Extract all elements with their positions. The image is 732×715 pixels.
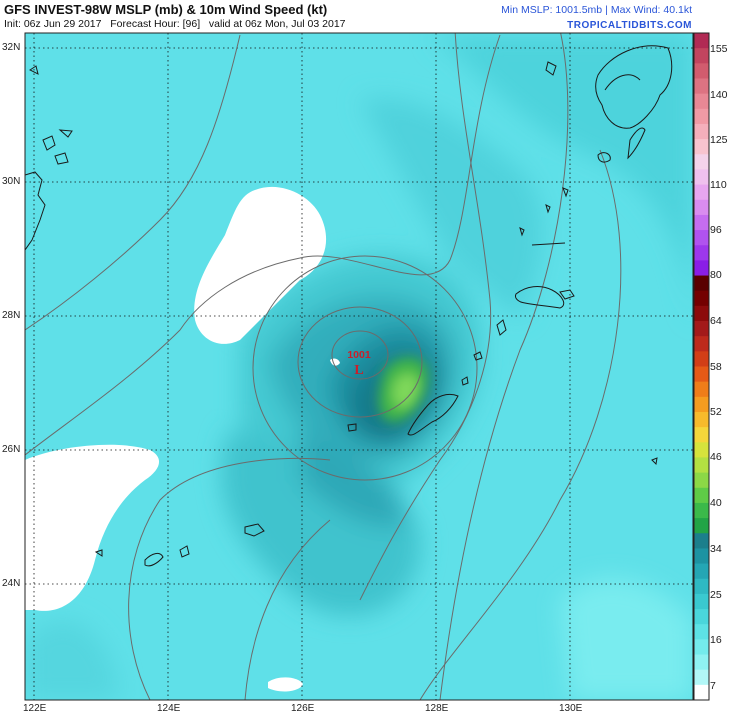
colorbar-segment	[694, 321, 709, 337]
min-mslp: Min MSLP: 1001.5mb	[501, 4, 603, 16]
wind-speed-colorbar	[694, 33, 709, 701]
lat-label-30n: 30N	[2, 176, 21, 187]
valid-time: valid at 06z Mon, Jul 03 2017	[208, 18, 346, 30]
cbar-label-64: 64	[710, 315, 722, 327]
colorbar-segment	[694, 381, 709, 398]
colorbar-segment	[694, 654, 709, 671]
colorbar-segment	[694, 366, 709, 383]
colorbar-segment	[694, 123, 709, 140]
colorbar-segment	[694, 245, 709, 261]
cbar-label-7: 7	[710, 680, 716, 692]
colorbar-segment	[694, 396, 709, 413]
colorbar-segment	[694, 609, 709, 625]
colorbar-segment	[694, 351, 709, 368]
colorbar-segment	[694, 93, 709, 110]
colorbar-segment	[694, 260, 709, 277]
colorbar-segment	[694, 457, 709, 474]
colorbar-segment	[694, 533, 709, 550]
colorbar-segment	[694, 427, 709, 443]
colorbar-segment	[694, 624, 709, 640]
colorbar-segment	[694, 518, 709, 534]
lon-label-130e: 130E	[559, 703, 583, 714]
cbar-label-58: 58	[710, 361, 722, 373]
colorbar-segment	[694, 442, 709, 459]
colorbar-segment	[694, 63, 709, 80]
colorbar-segment	[694, 199, 709, 216]
low-wind-areas	[25, 186, 340, 692]
colorbar-segment	[694, 548, 709, 565]
init-time: Init: 06z Jun 29 2017	[4, 18, 102, 30]
storm-stats: Min MSLP: 1001.5mb | Max Wind: 40.1kt	[501, 3, 692, 18]
colorbar-segment	[694, 48, 709, 64]
brand-watermark: TROPICALTIDBITS.COM	[567, 20, 692, 31]
lon-label-124e: 124E	[157, 703, 181, 714]
colorbar-segment	[694, 108, 709, 125]
low-symbol: L	[354, 363, 363, 378]
lat-label-32n: 32N	[2, 42, 21, 53]
cbar-label-80: 80	[710, 269, 722, 281]
colorbar-segment	[694, 684, 709, 701]
chart-title: GFS INVEST-98W MSLP (mb) & 10m Wind Spee…	[4, 2, 328, 17]
lat-label-24n: 24N	[2, 578, 21, 589]
colorbar-segment	[694, 336, 709, 352]
isobars	[25, 33, 622, 700]
cbar-label-46: 46	[710, 451, 722, 463]
forecast-hour: Forecast Hour: [96]	[110, 18, 201, 30]
colorbar-segment	[694, 139, 709, 155]
cbar-label-96: 96	[710, 224, 722, 236]
colorbar-segment	[694, 472, 709, 489]
cbar-label-34: 34	[710, 543, 722, 555]
colorbar-segment	[694, 33, 709, 49]
max-wind: Max Wind: 40.1kt	[610, 4, 692, 16]
colorbar-segment	[694, 230, 709, 246]
stats-separator: |	[605, 4, 608, 16]
cbar-label-155: 155	[710, 43, 728, 55]
lat-lon-grid	[25, 33, 693, 700]
colorbar-segment	[694, 669, 709, 686]
lon-label-122e: 122E	[23, 703, 47, 714]
colorbar-segment	[694, 593, 709, 610]
colorbar-segment	[694, 184, 709, 201]
lat-label-26n: 26N	[2, 444, 21, 455]
cbar-label-40: 40	[710, 497, 722, 509]
lon-label-126e: 126E	[291, 703, 315, 714]
low-pressure-value: 1001	[347, 349, 371, 361]
colorbar-segment	[694, 639, 709, 656]
colorbar-segment	[694, 563, 709, 580]
run-info: Init: 06z Jun 29 2017 Forecast Hour: [96…	[4, 17, 346, 32]
colorbar-segment	[694, 275, 709, 292]
cbar-label-16: 16	[710, 634, 722, 646]
colorbar-segment	[694, 305, 709, 322]
cbar-label-125: 125	[710, 134, 728, 146]
colorbar-segment	[694, 169, 709, 186]
cbar-label-110: 110	[710, 179, 727, 191]
coastlines	[25, 45, 673, 567]
colorbar-segment	[694, 578, 709, 595]
cbar-label-140: 140	[710, 89, 728, 101]
colorbar-segment	[694, 411, 709, 428]
colorbar-segment	[694, 214, 709, 231]
colorbar-segment	[694, 502, 709, 519]
cbar-label-52: 52	[710, 406, 722, 418]
colorbar-segment	[694, 487, 709, 504]
colorbar-segment	[694, 78, 709, 95]
colorbar-segment	[694, 154, 709, 171]
lat-label-28n: 28N	[2, 310, 21, 321]
cbar-label-25: 25	[710, 589, 722, 601]
colorbar-segment	[694, 290, 709, 307]
low-marker: 1001 L	[347, 349, 371, 378]
lon-label-128e: 128E	[425, 703, 449, 714]
